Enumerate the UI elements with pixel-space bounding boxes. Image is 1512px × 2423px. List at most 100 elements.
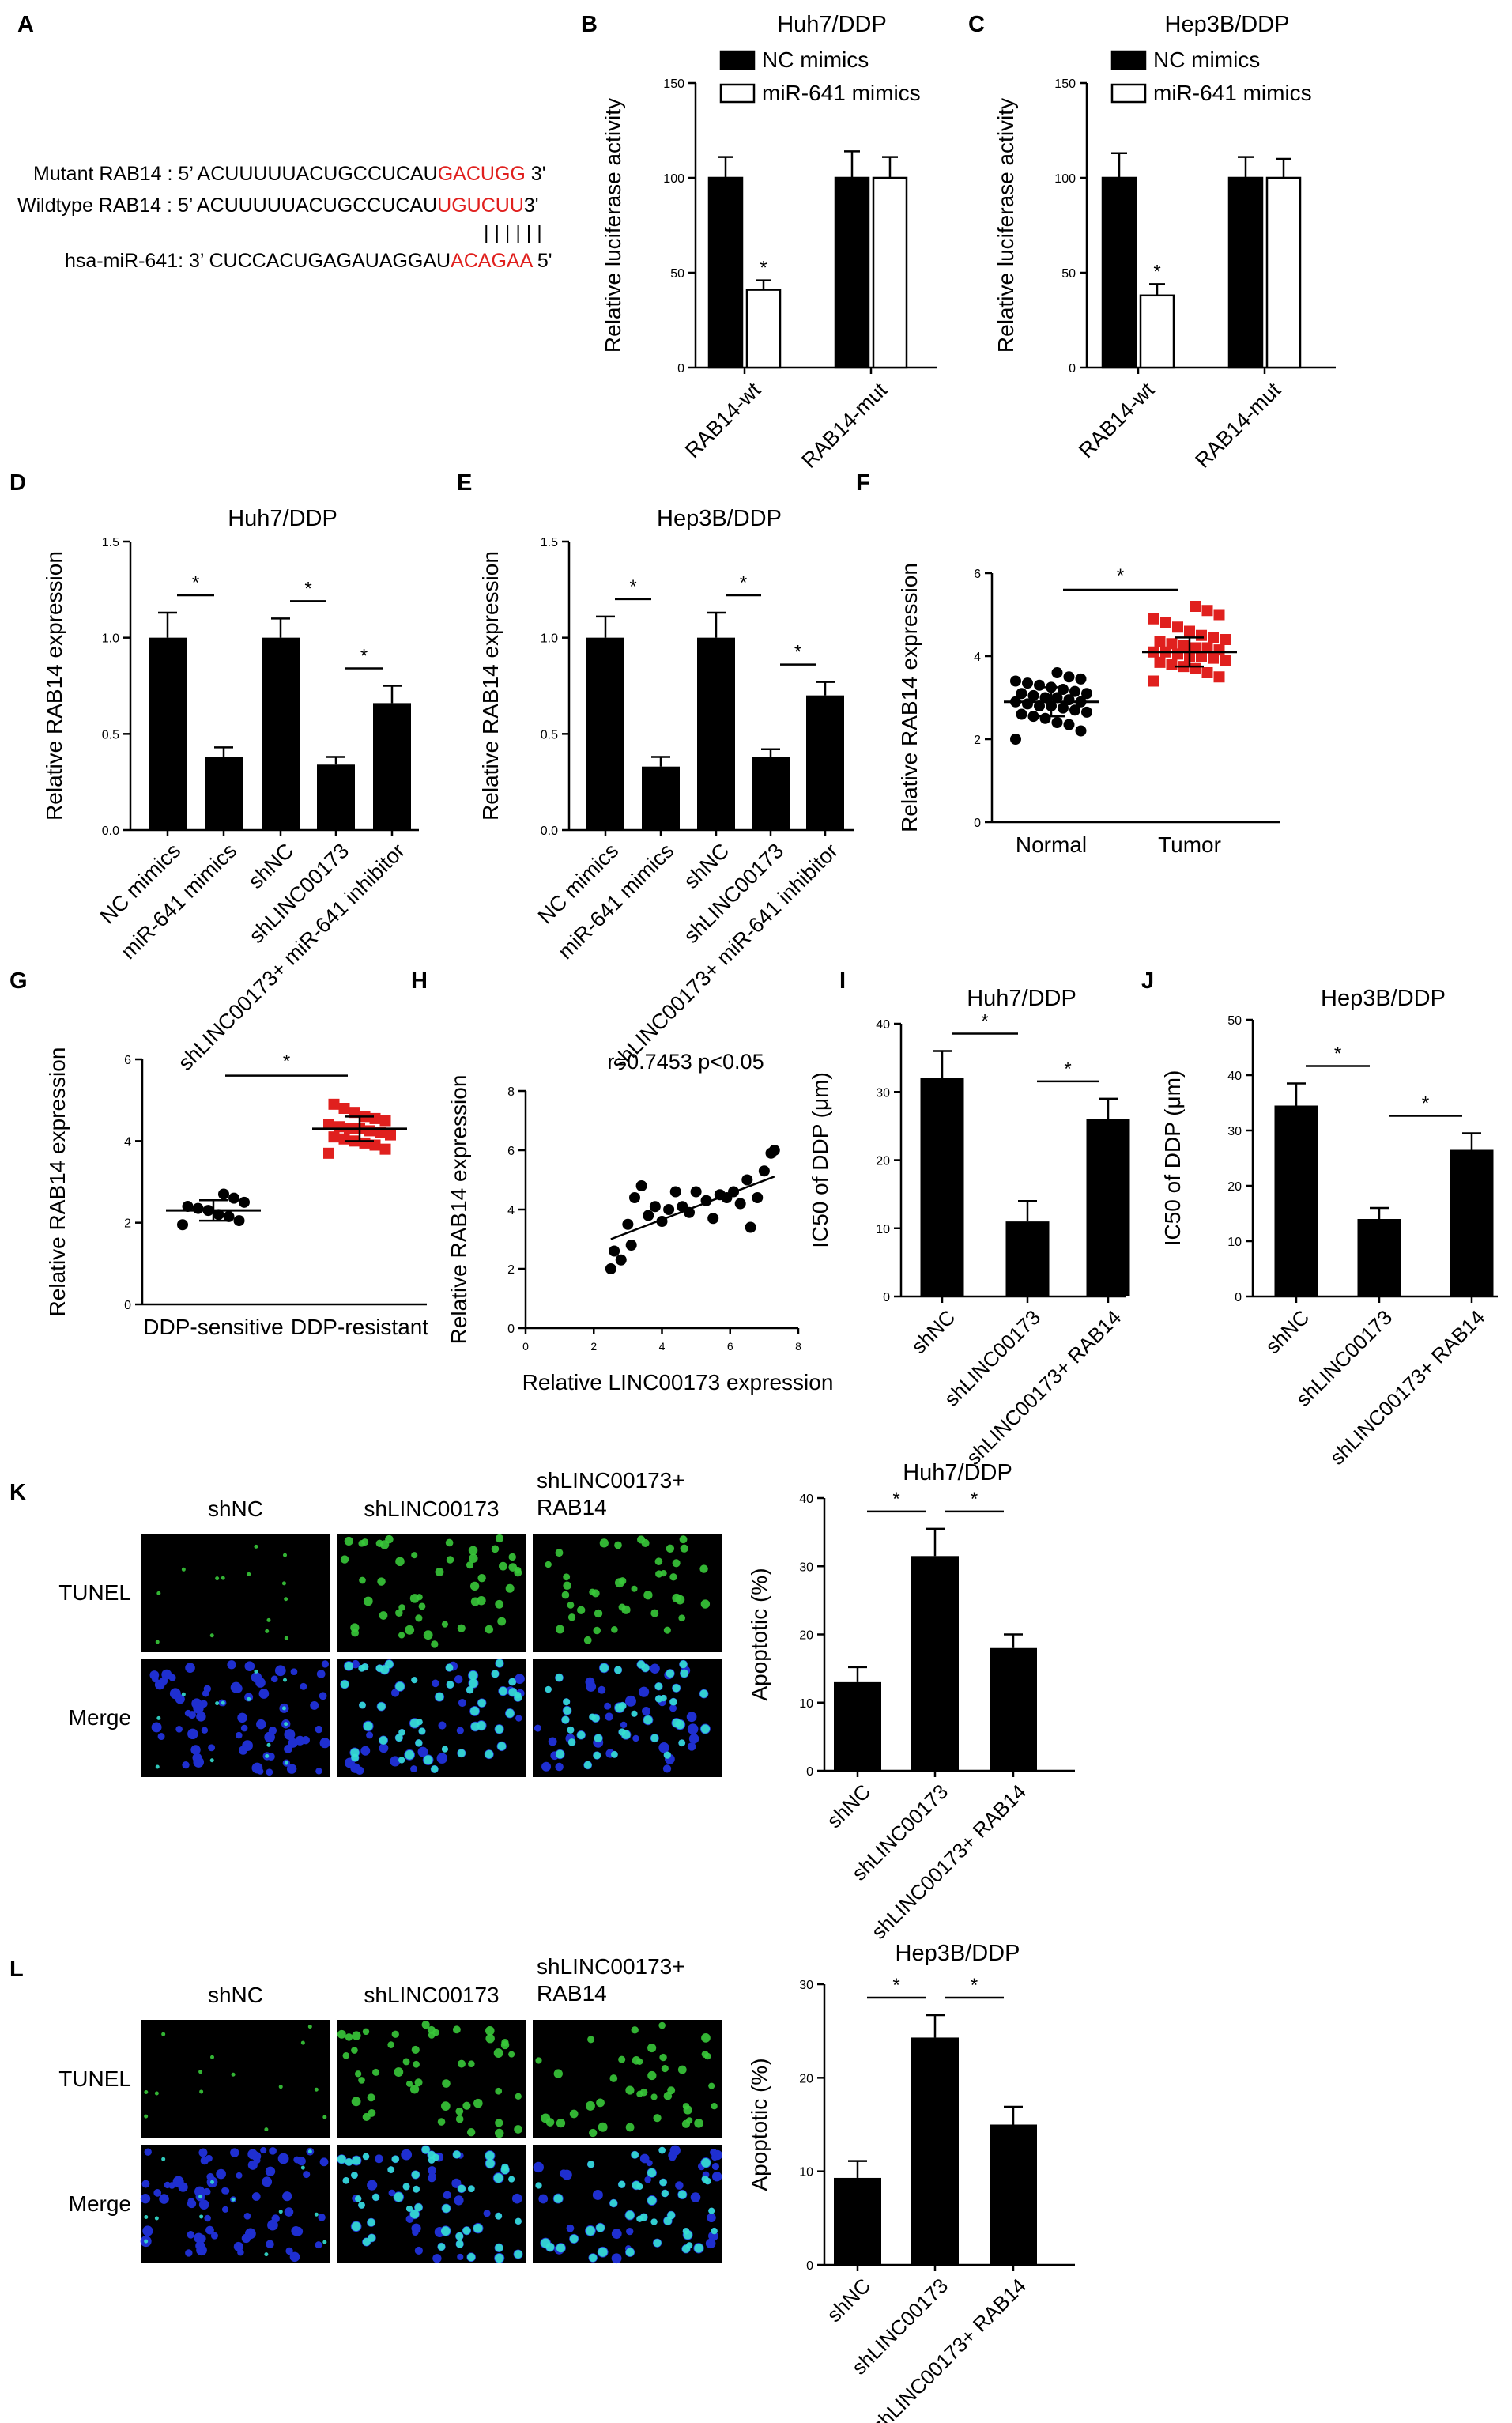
merged-cell [677,2190,687,2199]
tunel-positive-cell [661,2064,669,2073]
tunel-positive-cell [708,2082,715,2089]
y-tick-label: 0 [806,1765,813,1779]
merged-cell [466,1686,474,1694]
tunel-positive-cell [314,2087,319,2092]
merged-cell [636,2183,643,2191]
data-point [1196,629,1207,641]
nucleus [194,2186,205,2198]
y-tick-label: 150 [663,77,684,91]
column-label: shLINC00173+ RAB14 [537,1468,685,1519]
data-point [758,1165,770,1177]
chart-k-huh7-apoptosis: Huh7/DDP 0 10 20 30 40 Apoptotic (%) shNCshLINC… [747,1460,1075,1944]
tunel-positive-cell [359,1576,366,1584]
tunel-positive-cell [446,1556,454,1564]
y-tick-label: 50 [670,267,684,281]
merged-cell [618,1702,627,1710]
merged-cell [495,2212,503,2220]
column-label: shNC [208,1983,263,2007]
nucleus [188,1711,197,1719]
tunel-positive-cell [598,2122,608,2132]
nucleus [227,1660,236,1670]
y-tick-label: 0 [124,1299,131,1312]
tunel-positive-cell [650,2093,658,2100]
tunel-positive-cell [418,1602,426,1610]
y-tick-label: 4 [124,1135,131,1149]
merged-cell [375,1664,384,1673]
tunel-positive-cell [351,2047,358,2054]
x-tick-label: DDP-sensitive [143,1315,283,1339]
tunel-positive-cell [409,2085,420,2094]
tunel-positive-cell [282,1553,287,1557]
tunel-positive-cell [413,2060,420,2068]
nucleus [548,1737,557,1746]
y-tick-label: 1.0 [102,632,119,646]
y-axis-label: Relative luciferase activity [601,98,625,353]
nucleus [555,1762,564,1772]
nucleus [533,2161,544,2173]
y-tick-label: 40 [876,1018,890,1032]
nucleus [295,1735,305,1746]
x-tick-label: shLINC00173+ RAB14 [961,1305,1126,1470]
nucleus [247,2160,258,2170]
merged-cell [680,1669,688,1678]
tunel-positive-cell [658,2021,666,2029]
tunel-positive-cell [469,1553,478,1563]
y-tick-label: 10 [1227,1236,1242,1249]
significance-star: * [1153,261,1160,282]
nucleus [264,1731,275,1743]
merged-cell [209,1758,214,1763]
y-tick-label: 10 [876,1223,890,1236]
bar [697,637,735,830]
merged-cell [423,1755,433,1765]
merged-cell [282,1678,287,1682]
data-point [359,1137,371,1149]
x-tick-label: shLINC00173 [244,839,353,948]
nucleus [711,2172,722,2182]
merged-cell [455,2240,464,2248]
merged-cell [199,2214,204,2219]
nucleus [284,1729,296,1741]
nucleus [233,2241,243,2251]
tunel-positive-cell [653,2114,662,2123]
merged-cell [198,2195,203,2199]
merged-cell [699,1689,708,1698]
data-point [364,1125,375,1137]
micrographs-k: shNC shLINC00173 shLINC00173+ RAB14 TUNEL Mer… [58,1468,722,1777]
tunel-positive-cell [663,1626,671,1634]
tunel-positive-cell [345,2033,353,2041]
merged-cell [653,2239,662,2248]
merged-cell [675,1719,685,1730]
y-tick-label: 20 [799,1629,813,1643]
nucleus [436,1753,448,1764]
chart-title: Huh7/DDP [903,1460,1012,1485]
panel-a-alignment: Mutant RAB14 : 5’ ACUUUUUACUGCCUCAUGACUG… [17,163,552,272]
merged-cell [144,2239,149,2244]
tunel-positive-cell [442,2079,451,2088]
merged-cell [535,2182,542,2189]
significance-star: * [629,576,636,598]
merged-cell [215,1701,220,1706]
x-tick-label: Tumor [1158,832,1221,857]
data-point [334,1121,345,1133]
nucleus [454,2195,464,2206]
nucleus [412,2229,419,2236]
nucleus [289,2251,300,2263]
tunel-positive-cell [631,1585,638,1592]
y-axis-label: Apoptotic (%) [747,2058,771,2191]
nucleus [454,1675,463,1684]
panel-letter-b: B [581,12,598,37]
tunel-positive-cell [367,2093,375,2102]
nucleus [605,1712,613,1721]
tunel-positive-cell [198,2070,203,2074]
nucleus [598,1685,606,1694]
data-point [629,1192,640,1203]
nucleus [534,1724,541,1732]
merged-cell [395,1734,403,1742]
data-point [1160,617,1171,628]
merged-cell [278,2210,283,2214]
chart-d-huh7-rab14: Huh7/DDP 0.0 0.5 1.0 1.5 Relative RAB14 expre… [42,506,419,1075]
nucleus [585,1677,595,1687]
nucleus [247,2149,258,2160]
merged-cell [361,1663,369,1671]
data-point [1051,667,1063,678]
